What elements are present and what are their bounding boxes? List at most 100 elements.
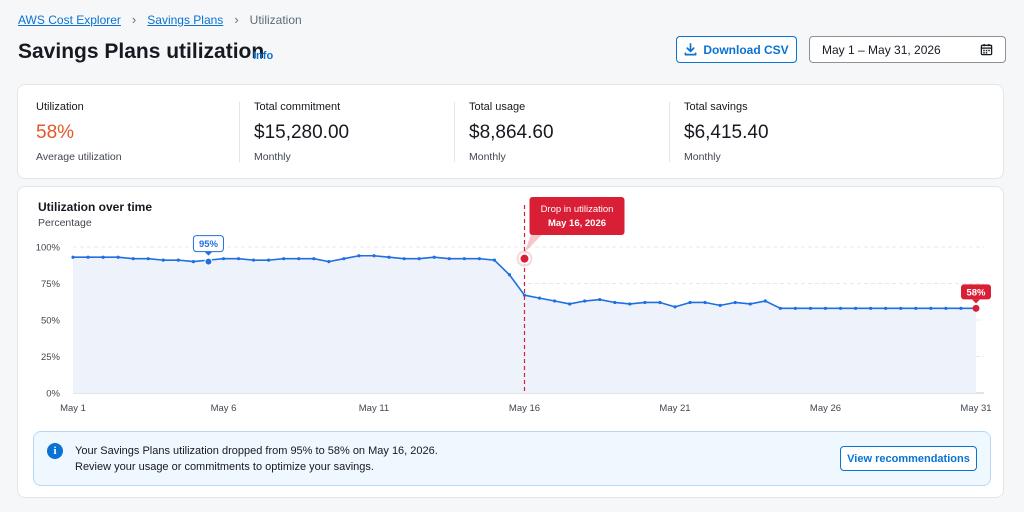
data-point: [221, 257, 226, 261]
info-icon: i: [47, 443, 63, 459]
x-tick-label: May 1: [60, 403, 86, 414]
chart-subtitle: Percentage: [38, 217, 92, 229]
data-point: [944, 306, 948, 310]
chart-title: Utilization over time: [38, 200, 153, 214]
data-point: [673, 305, 677, 309]
data-point: [823, 306, 828, 310]
data-point: [161, 258, 165, 262]
data-point: [236, 257, 241, 261]
data-point: [869, 306, 873, 310]
alert-hint: Review your usage or commitments to opti…: [75, 461, 374, 473]
data-point: [899, 306, 903, 310]
data-point: [101, 255, 105, 259]
breadcrumb: AWS Cost Explorer › Savings Plans › Util…: [18, 12, 302, 27]
event-callout-box: [529, 197, 625, 235]
data-point: [793, 306, 798, 310]
event-callout-date: May 16, 2026: [548, 218, 606, 229]
y-tick-label: 100%: [36, 243, 61, 254]
divider: [669, 102, 670, 162]
data-point: [778, 306, 782, 310]
metric-label: Utilization: [36, 101, 84, 113]
info-link[interactable]: Info: [253, 50, 274, 62]
breadcrumb-current: Utilization: [249, 12, 302, 27]
metric-value: 58%: [36, 122, 75, 143]
data-point: [568, 302, 572, 306]
data-point: [688, 300, 692, 305]
data-point: [462, 257, 466, 261]
metric-utilization: Utilization 58% Average utilization: [36, 101, 122, 163]
chart-panel: Utilization over time Percentage 0% 25% 50…: [17, 186, 1004, 498]
data-point: [583, 299, 587, 303]
download-csv-label: Download CSV: [703, 42, 789, 57]
event-callout-pointer: [524, 233, 544, 253]
data-point: [507, 273, 512, 277]
x-tick-label: May 11: [359, 403, 389, 414]
metric-total-commitment: Total commitment $15,280.00 Monthly: [254, 101, 349, 163]
date-range-value: May 1 – May 31, 2026: [822, 42, 941, 57]
data-point: [372, 254, 376, 258]
data-point: [643, 300, 647, 305]
utilization-chart: 0% 25% 50% 75% 100% May 1 May 6 May 11 May 16 May…: [36, 197, 992, 414]
metric-label: Total usage: [469, 101, 526, 113]
data-point: [703, 300, 707, 305]
metric-value: $8,864.60: [469, 122, 554, 143]
data-point: [282, 257, 286, 261]
end-value-label: 58%: [966, 287, 986, 298]
data-point: [131, 257, 135, 261]
y-tick-label: 50%: [41, 316, 61, 327]
data-point: [884, 306, 888, 310]
view-recommendations-button[interactable]: View recommendations: [840, 446, 977, 471]
metric-total-savings: Total savings $6,415.40 Monthly: [684, 101, 769, 163]
metric-sub: Monthly: [254, 151, 291, 163]
data-point: [342, 257, 346, 261]
data-point: [929, 306, 933, 310]
utilization-alert: i Your Savings Plans utilization dropped…: [33, 431, 991, 486]
breadcrumb-link-savings-plans[interactable]: Savings Plans: [147, 12, 224, 27]
date-range-picker[interactable]: May 1 – May 31, 2026: [809, 36, 1006, 63]
chevron-right-icon: ›: [131, 12, 137, 27]
data-point: [522, 293, 527, 297]
x-tick-label: May 16: [509, 403, 540, 414]
peak-point: [204, 257, 213, 266]
metric-sub: Average utilization: [36, 151, 122, 163]
peak-callout-pointer: [204, 251, 213, 256]
data-point: [71, 255, 75, 259]
data-point: [598, 297, 602, 302]
data-point: [447, 257, 451, 261]
data-point: [86, 255, 90, 259]
data-point: [191, 260, 195, 264]
data-point: [176, 258, 180, 262]
data-point: [628, 302, 632, 306]
data-point: [838, 306, 843, 310]
divider: [454, 102, 455, 162]
download-icon: [684, 43, 697, 56]
metric-sub: Monthly: [684, 151, 721, 163]
data-point: [537, 296, 542, 300]
x-tick-label: May 31: [960, 403, 991, 414]
end-callout-box: [961, 284, 991, 300]
data-point: [297, 257, 301, 261]
data-point: [658, 300, 662, 305]
metric-sub: Monthly: [469, 151, 506, 163]
data-point: [748, 302, 752, 306]
data-point: [327, 260, 331, 264]
data-point: [808, 306, 813, 310]
download-csv-button[interactable]: Download CSV: [676, 36, 797, 63]
data-point: [402, 257, 406, 261]
peak-value-label: 95%: [199, 239, 219, 250]
x-tick-label: May 26: [810, 403, 841, 414]
data-point: [914, 306, 918, 310]
data-point: [553, 299, 557, 303]
data-point: [267, 258, 271, 262]
data-point: [312, 257, 316, 261]
y-tick-label: 75%: [41, 279, 61, 290]
summary-panel: Utilization 58% Average utilization Tota…: [17, 84, 1004, 179]
metric-label: Total commitment: [254, 101, 341, 113]
metric-value: $6,415.40: [684, 122, 769, 143]
data-point: [854, 306, 858, 310]
y-tick-label: 0%: [46, 389, 60, 400]
page-title: Savings Plans utilization: [18, 40, 265, 63]
breadcrumb-link-cost-explorer[interactable]: AWS Cost Explorer: [18, 12, 121, 27]
alert-message: Your Savings Plans utilization dropped f…: [75, 445, 438, 457]
end-callout-pointer: [972, 299, 980, 304]
